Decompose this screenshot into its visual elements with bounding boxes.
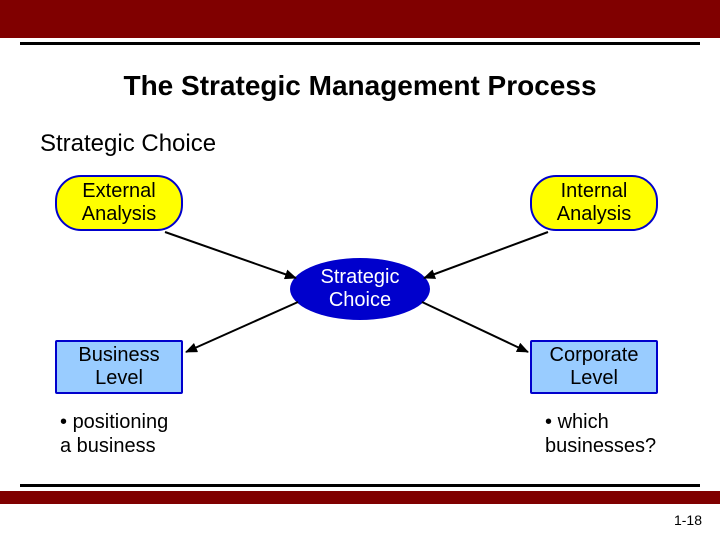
node-internal-analysis: InternalAnalysis (530, 175, 658, 231)
arrow (422, 302, 528, 352)
node-business-level: BusinessLevel (55, 340, 183, 394)
node-label: StrategicChoice (321, 266, 400, 312)
node-strategic-choice: StrategicChoice (290, 258, 430, 320)
page-title: The Strategic Management Process (0, 70, 720, 102)
node-corporate-level: CorporateLevel (530, 340, 658, 394)
bullet-text: positioninga business (60, 411, 168, 457)
bullet-text: whichbusinesses? (545, 411, 656, 457)
bottom-rule (20, 484, 700, 487)
arrow (165, 232, 296, 278)
bullet-positioning: positioninga business (60, 410, 168, 458)
header-bar (0, 0, 720, 38)
page-number: 1-18 (674, 512, 702, 528)
node-label: InternalAnalysis (557, 180, 631, 226)
footer-bar (0, 491, 720, 504)
node-label: ExternalAnalysis (82, 180, 156, 226)
node-external-analysis: ExternalAnalysis (55, 175, 183, 231)
node-label: CorporateLevel (550, 344, 639, 390)
top-rule (20, 42, 700, 45)
page-subtitle: Strategic Choice (40, 130, 216, 158)
arrow (424, 232, 548, 278)
node-label: BusinessLevel (78, 344, 159, 390)
bullet-which-businesses: whichbusinesses? (545, 410, 656, 458)
arrow (186, 302, 298, 352)
